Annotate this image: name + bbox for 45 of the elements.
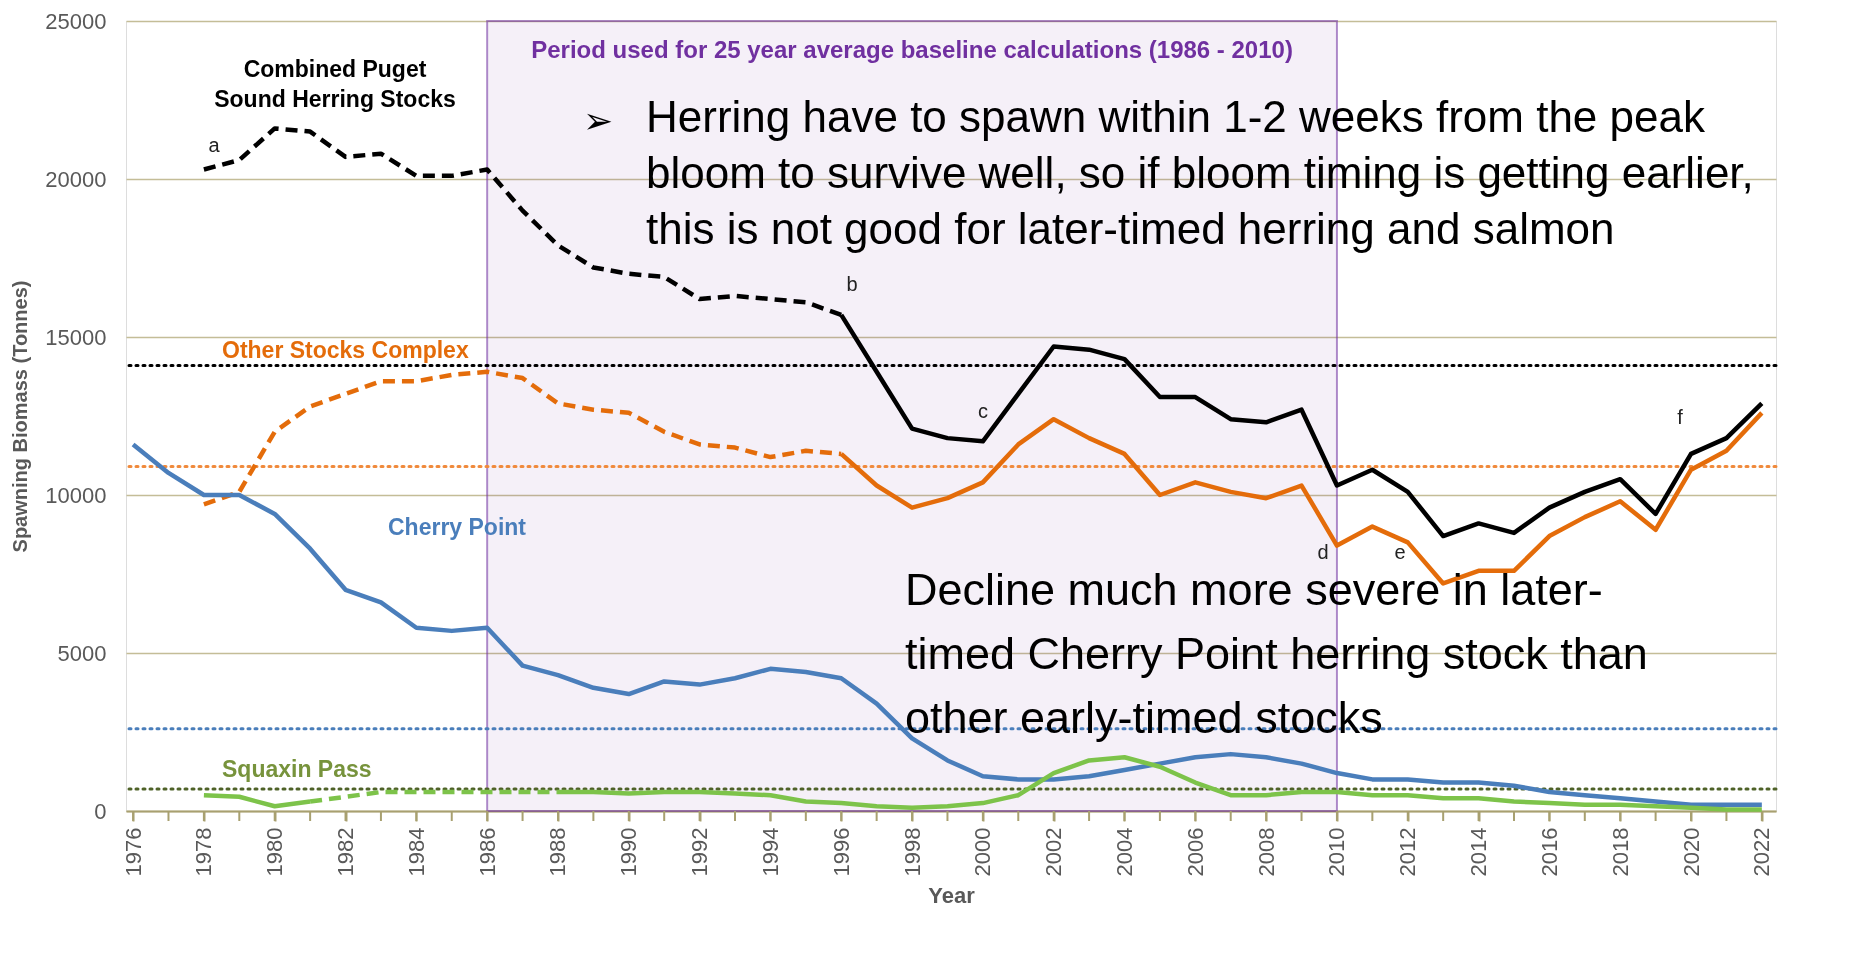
x-tick-label: 1994 xyxy=(757,827,783,877)
x-tick-label: 2018 xyxy=(1607,827,1633,877)
x-tick-label: 1984 xyxy=(403,827,429,877)
band-label: Period used for 25 year average baseline calculations (1986 - 2010) xyxy=(531,36,1293,63)
annotation: Decline much more severe in later- timed Cherry Point herring stock than other early-timed stocks xyxy=(905,564,1648,743)
y-tick-label: 25000 xyxy=(45,8,107,34)
annotation: c xyxy=(978,400,988,422)
x-tick-label: 2016 xyxy=(1536,827,1562,877)
x-tick-label: 2012 xyxy=(1395,827,1421,877)
x-tick-label: 2008 xyxy=(1253,827,1279,877)
x-tick-label: 2022 xyxy=(1749,827,1775,877)
x-tick-label: 2002 xyxy=(1041,827,1067,877)
annotation: Squaxin Pass xyxy=(222,756,372,782)
x-tick-label: 1978 xyxy=(191,827,217,877)
x-tick-label: 1998 xyxy=(899,827,925,877)
x-tick-label: 1988 xyxy=(545,827,571,877)
y-tick-label: 5000 xyxy=(57,640,107,666)
x-tick-label: 2006 xyxy=(1182,827,1208,877)
x-tick-label: 1980 xyxy=(262,827,288,877)
y-tick-label: 15000 xyxy=(45,324,107,350)
x-axis-title: Year xyxy=(928,883,976,909)
annotation: Herring have to spawn within 1-2 weeks from the peak bloom to survive well, so if bloom timing is getting earlier, this is not good for later-timed herring and salmon xyxy=(646,92,1754,253)
annotation: Other Stocks Complex xyxy=(222,337,469,363)
annotation: e xyxy=(1394,541,1406,563)
x-tick-label: 1986 xyxy=(474,827,500,877)
x-tick-label: 1976 xyxy=(120,827,146,877)
annotation: b xyxy=(846,273,858,295)
y-tick-label: 10000 xyxy=(45,482,107,508)
x-tick-label: 1992 xyxy=(687,827,713,877)
x-tick-label: 1990 xyxy=(616,827,642,877)
annotation: a xyxy=(208,134,221,156)
y-tick-label: 0 xyxy=(94,798,107,824)
x-tick-label: 2014 xyxy=(1466,827,1492,877)
annotation: ➢ xyxy=(583,100,613,141)
x-tick-label: 1982 xyxy=(333,827,359,877)
x-tick-label: 2010 xyxy=(1324,827,1350,877)
annotation: d xyxy=(1317,541,1329,563)
y-tick-label: 20000 xyxy=(45,166,107,192)
x-tick-label: 2004 xyxy=(1112,827,1137,877)
x-tick-label: 2020 xyxy=(1678,827,1704,877)
x-tick-label: 1996 xyxy=(828,827,854,877)
x-tick-label: 2000 xyxy=(970,827,996,877)
y-axis-title: Spawning Biomass (Tonnes) xyxy=(9,280,32,553)
annotation: Combined Puget Sound Herring Stocks xyxy=(214,56,456,112)
annotation: f xyxy=(1677,406,1684,428)
